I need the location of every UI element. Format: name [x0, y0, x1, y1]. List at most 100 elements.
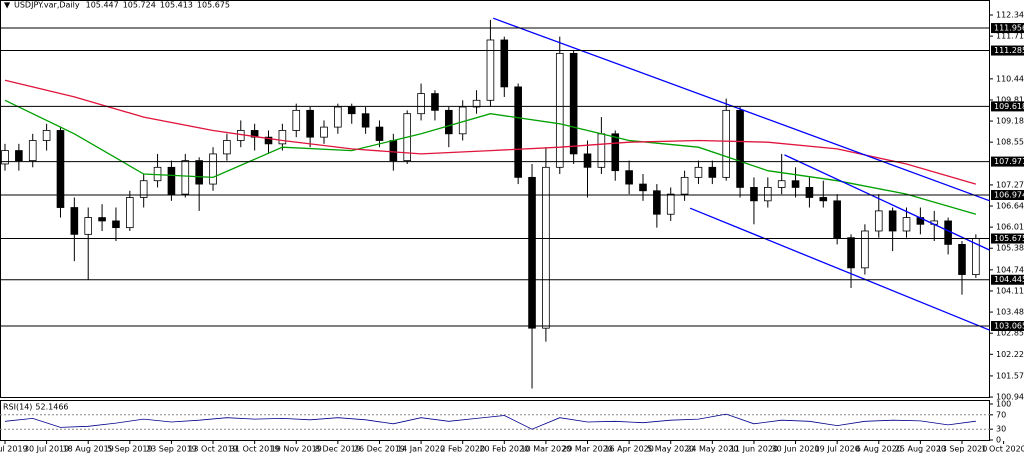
x-tick-label: 25 Aug 2020: [895, 445, 946, 454]
rsi-y-tick-label: 70: [996, 410, 1006, 419]
x-tick-label: 14 Jan 2020: [397, 445, 445, 454]
candle-body: [306, 109, 314, 138]
candle-body: [389, 140, 398, 162]
level-label: 105.675: [994, 234, 1024, 243]
x-tick-label: 2 Feb 2020: [440, 445, 485, 454]
candle-body: [486, 39, 495, 101]
candle-body: [15, 150, 23, 162]
trendline: [492, 17, 990, 202]
candle-body: [112, 220, 120, 229]
x-tick-label: 5 May 2020: [647, 445, 694, 454]
y-tick-label: 109.810: [996, 95, 1024, 104]
x-tick-label: 20 Feb 2020: [479, 445, 529, 454]
candle-body: [84, 217, 93, 235]
level-box: [991, 189, 1024, 200]
candle-body: [139, 180, 148, 198]
rsi-y-tick-label: 0: [996, 436, 1001, 445]
x-tick-label: 11 Jul 2019: [0, 445, 28, 454]
candle-body: [902, 217, 911, 232]
header-value: 105.675: [197, 1, 230, 10]
x-tick-label: 1 Oct 2020: [981, 445, 1024, 454]
candle-body: [805, 187, 814, 198]
candle-body: [417, 93, 425, 115]
candle-body: [597, 133, 606, 168]
candle-body: [666, 193, 675, 215]
candle-body: [653, 190, 661, 215]
y-tick-label: 109.180: [996, 117, 1024, 126]
y-tick-label: 112.345: [996, 11, 1024, 20]
main-panel: [0, 0, 990, 398]
x-tick-label: 26 Dec 2019: [354, 445, 405, 454]
candle-body: [555, 52, 564, 168]
level-box: [991, 23, 1024, 34]
x-tick-label: 31 Oct 2019: [230, 445, 279, 454]
y-tick-label: 110.440: [996, 74, 1024, 83]
y-tick-label: 105.385: [996, 244, 1024, 253]
rsi-line: [4, 413, 976, 430]
x-tick-label: 13 Sep 2020: [937, 445, 988, 454]
x-tick-label: 13 Oct 2019: [188, 445, 237, 454]
x-tick-label: 18 Aug 2019: [63, 445, 114, 454]
candle-body: [181, 160, 190, 195]
candle-body: [819, 197, 828, 202]
candle-body: [126, 197, 134, 229]
x-tick-label: 30 Jun 2020: [771, 445, 819, 454]
candle-body: [888, 210, 897, 232]
candle-body: [167, 166, 176, 195]
x-tick-label: 19 Jul 2020: [815, 445, 860, 454]
x-tick-label: 6 Aug 2020: [856, 445, 902, 454]
candle-body: [1, 150, 9, 165]
rsi-title: RSI(14): [3, 403, 32, 412]
candle-body: [639, 183, 647, 192]
y-tick-label: 104.110: [996, 286, 1024, 295]
rsi-y-tick-label: 30: [996, 425, 1006, 434]
x-tick-label: 30 Jul 2019: [24, 445, 69, 454]
candle-body: [514, 86, 522, 178]
level-label: 103.065: [994, 321, 1024, 330]
x-tick-label: 29 Mar 2020: [562, 445, 613, 454]
symbol: USDJPY.var,Daily: [14, 1, 80, 10]
x-tick-label: 16 Apr 2020: [604, 445, 653, 454]
candle-body: [500, 39, 509, 88]
candle-body: [42, 130, 51, 141]
y-tick-label: 102.220: [996, 350, 1024, 359]
x-tick-label: 11 Jun 2020: [730, 445, 778, 454]
candle-body: [694, 166, 703, 178]
candle-body: [847, 237, 855, 269]
candle-body: [625, 170, 633, 185]
collapse-icon[interactable]: ▼: [4, 1, 11, 10]
level-box: [991, 274, 1024, 285]
candle-body: [874, 210, 883, 232]
y-tick-label: 108.550: [996, 138, 1024, 147]
moving-average: [4, 79, 977, 185]
level-box: [991, 320, 1024, 331]
y-tick-label: 106.015: [996, 223, 1024, 232]
y-tick-label: 100.945: [996, 393, 1024, 402]
level-box: [991, 45, 1024, 56]
x-tick-label: 23 Sep 2019: [146, 445, 197, 454]
candle-body: [375, 126, 384, 141]
candle-body: [209, 153, 217, 185]
candle-body: [278, 130, 287, 145]
candle-body: [611, 133, 620, 172]
level-label: 106.974: [994, 190, 1024, 199]
candle-body: [320, 126, 328, 138]
level-box: [991, 101, 1024, 112]
y-tick-label: 103.480: [996, 308, 1024, 317]
level-label: 107.971: [994, 157, 1024, 166]
x-tick-label: 19 Nov 2019: [271, 445, 322, 454]
candle-body: [98, 217, 106, 222]
y-tick-label: 104.740: [996, 265, 1024, 274]
candle-body: [736, 109, 744, 188]
y-tick-label: 107.275: [996, 180, 1024, 189]
y-tick-label: 106.645: [996, 202, 1024, 211]
x-tick-label: 5 Sep 2019: [107, 445, 153, 454]
candle-body: [264, 136, 273, 145]
rsi-y-tick-label: 100: [996, 400, 1011, 409]
level-box: [991, 233, 1024, 244]
level-label: 104.445: [994, 275, 1024, 284]
candle-body: [708, 166, 717, 178]
candle-body: [861, 230, 869, 269]
level-label: 111.285: [994, 46, 1024, 55]
